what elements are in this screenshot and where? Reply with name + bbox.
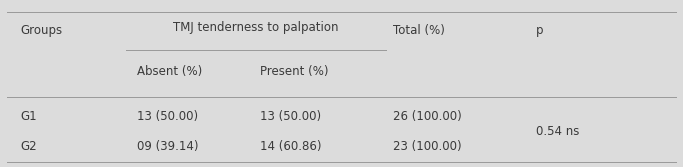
Text: G2: G2 bbox=[20, 140, 37, 153]
Text: p: p bbox=[536, 24, 544, 37]
Text: Absent (%): Absent (%) bbox=[137, 65, 202, 78]
Text: 14 (60.86): 14 (60.86) bbox=[260, 140, 321, 153]
Text: 23 (100.00): 23 (100.00) bbox=[393, 140, 461, 153]
Text: 09 (39.14): 09 (39.14) bbox=[137, 140, 198, 153]
Text: 13 (50.00): 13 (50.00) bbox=[137, 110, 197, 123]
Text: Present (%): Present (%) bbox=[260, 65, 328, 78]
Text: Groups: Groups bbox=[20, 24, 63, 37]
Text: 13 (50.00): 13 (50.00) bbox=[260, 110, 320, 123]
Text: 0.54 ns: 0.54 ns bbox=[536, 125, 580, 138]
Text: 26 (100.00): 26 (100.00) bbox=[393, 110, 462, 123]
Text: G1: G1 bbox=[20, 110, 37, 123]
Text: Total (%): Total (%) bbox=[393, 24, 445, 37]
Text: TMJ tenderness to palpation: TMJ tenderness to palpation bbox=[173, 21, 339, 34]
